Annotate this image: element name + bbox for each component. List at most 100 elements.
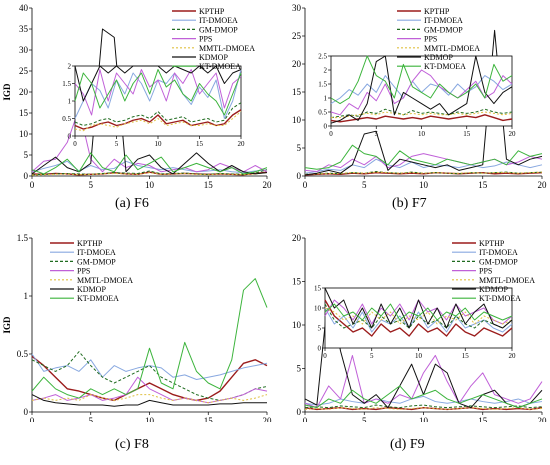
chart-1-inset-x-tick-label: 20 bbox=[238, 140, 246, 148]
chart-3-series-kdmop bbox=[31, 394, 267, 407]
chart-1-y-tick-label: 30 bbox=[19, 45, 29, 55]
chart-4-x-tick-label: 20 bbox=[538, 416, 548, 422]
chart-1-inset-series-kpthp bbox=[74, 109, 242, 130]
chart-4-inset-x-tick-label: 5 bbox=[370, 352, 374, 360]
chart-2-inset-series-kpthp bbox=[330, 114, 513, 123]
chart-2-legend-label: KDMOP bbox=[424, 53, 453, 62]
chart-1-y-tick-label: 40 bbox=[19, 3, 29, 13]
chart-1-series-it-dmoea bbox=[31, 160, 268, 174]
chart-2-y-tick-label: 0 bbox=[297, 171, 302, 181]
chart-1-series-mmtl-dmoea bbox=[31, 172, 268, 176]
chart-1-inset-series-pps bbox=[74, 69, 242, 116]
chart-3-legend-label: PPS bbox=[77, 267, 90, 276]
chart-1-x-tick-label: 10 bbox=[145, 180, 155, 190]
chart-4-y-tick-label: 5 bbox=[297, 364, 302, 374]
caption-f6: (a) F6 bbox=[115, 196, 149, 211]
chart-1-inset-y-tick-label: 1 bbox=[68, 97, 72, 105]
chart-3-x-tick-label: 15 bbox=[204, 416, 214, 422]
chart-2-x-tick-label: 10 bbox=[419, 180, 429, 190]
chart-4-legend-label: IT-DMOEA bbox=[479, 248, 518, 257]
chart-3-legend-label: GM-DMOP bbox=[77, 257, 116, 266]
chart-4-axes: 0 5 10 15 20 0 5 10 15 20 bbox=[292, 233, 547, 422]
chart-4-series-group bbox=[304, 289, 543, 411]
chart-2-inset-x-tick-label: 15 bbox=[463, 130, 471, 138]
chart-2-x-tick-label: 20 bbox=[538, 180, 548, 190]
chart-panel-f8: 0510152000.511.5IGDTimeKPTHPIT-DMOEAGM-D… bbox=[2, 233, 272, 422]
chart-4-series-pps bbox=[304, 354, 543, 409]
chart-1-series-kt-dmoea bbox=[31, 152, 268, 175]
chart-4-legend-label: KT-DMOEA bbox=[479, 294, 521, 303]
chart-4-legend: KPTHPIT-DMOEAGM-DMOPPPSMMTL-DMOEAKDMOPKT… bbox=[452, 239, 535, 303]
chart-4-inset-series-it-dmoea bbox=[324, 307, 513, 333]
chart-2-inset-x-tick-label: 5 bbox=[375, 130, 379, 138]
chart-3-y-tick-label: 1.5 bbox=[17, 233, 29, 243]
chart-1-inset-y-tick-label: 2 bbox=[68, 62, 72, 70]
chart-1-legend-label: MMTL-DMOEA bbox=[199, 44, 255, 53]
chart-4-inset-x-tick-label: 15 bbox=[462, 352, 470, 360]
chart-1-y-tick-label: 35 bbox=[19, 24, 29, 34]
chart-4-y-tick-label: 0 bbox=[297, 407, 302, 417]
chart-4-series-kt-dmoea bbox=[304, 385, 543, 409]
chart-1-x-tick-label: 15 bbox=[204, 180, 214, 190]
chart-2-inset-x-tick-label: 10 bbox=[418, 130, 426, 138]
chart-1-y-tick-label: 15 bbox=[19, 108, 29, 118]
chart-2-inset-y-tick-label: 1 bbox=[324, 94, 328, 102]
chart-3-legend-label: MMTL-DMOEA bbox=[77, 276, 133, 285]
chart-2-series-kpthp bbox=[304, 171, 543, 176]
chart-4-inset-series-group bbox=[324, 287, 513, 337]
chart-3-y-tick-label: 0.5 bbox=[17, 349, 29, 359]
caption-f7: (b) F7 bbox=[392, 196, 427, 211]
chart-3-legend: KPTHPIT-DMOEAGM-DMOPPPSMMTL-DMOEAKDMOPKT… bbox=[50, 239, 133, 303]
chart-1-x-tick-label: 20 bbox=[263, 180, 273, 190]
chart-2-inset-y-tick-label: 2 bbox=[324, 66, 328, 74]
chart-2-inset-series-pps bbox=[330, 69, 513, 116]
chart-3-series-group bbox=[31, 278, 268, 407]
chart-3-legend-label: IT-DMOEA bbox=[77, 248, 116, 257]
chart-panel-f9: 0510152005101520Time05101520051015KPTHPI… bbox=[292, 233, 547, 422]
chart-1-y-tick-label: 25 bbox=[19, 66, 29, 76]
chart-1-legend-label: KT-DMOEA bbox=[199, 62, 241, 71]
chart-1-inset-x-tick-label: 0 bbox=[73, 140, 77, 148]
chart-2-legend-label: IT-DMOEA bbox=[424, 16, 463, 25]
chart-2-legend-label: KPTHP bbox=[424, 7, 450, 16]
chart-1-y-tick-label: 10 bbox=[19, 129, 29, 139]
chart-4-legend-label: MMTL-DMOEA bbox=[479, 276, 535, 285]
chart-2-inset-series-mmtl-dmoea bbox=[331, 111, 513, 119]
chart-3-x-tick-label: 5 bbox=[89, 416, 94, 422]
chart-2-inset-series-kdmop bbox=[330, 55, 513, 124]
chart-3-y-axis-label: IGD bbox=[2, 316, 12, 334]
chart-4-inset-series-kt-dmoea bbox=[324, 303, 513, 321]
chart-4-inset-y-tick-label: 10 bbox=[314, 304, 322, 312]
chart-2-legend: KPTHPIT-DMOEAGM-DMOPPPSMMTL-DMOEAKDMOPKT… bbox=[397, 7, 480, 71]
chart-3-legend-label: KDMOP bbox=[77, 285, 106, 294]
chart-1-inset-series-mmtl-dmoea bbox=[74, 111, 242, 132]
chart-1-y-axis-label: IGD bbox=[2, 83, 12, 101]
chart-4-x-tick-label: 15 bbox=[478, 416, 488, 422]
chart-1-y-tick-label: 0 bbox=[24, 171, 29, 181]
chart-3-series-it-dmoea bbox=[31, 353, 268, 381]
chart-3-x-tick-label: 10 bbox=[145, 416, 155, 422]
chart-4-legend-label: GM-DMOP bbox=[479, 257, 518, 266]
chart-3-legend-label: KPTHP bbox=[77, 239, 103, 248]
chart-3-axes: 0 5 10 15 20 0 0.5 1 1.5 bbox=[17, 233, 272, 422]
chart-1-inset-series-kdmop bbox=[74, 65, 242, 102]
chart-3-x-tick-label: 20 bbox=[263, 416, 273, 422]
chart-2-legend-label: PPS bbox=[424, 35, 437, 44]
chart-2-inset-series-kt-dmoea bbox=[330, 55, 513, 105]
chart-1-legend-label: IT-DMOEA bbox=[199, 16, 238, 25]
chart-4-x-tick-label: 0 bbox=[303, 416, 308, 422]
chart-1-inset-axes: 0 5 10 15 20 0 0.5 1 1.5 2 bbox=[62, 62, 245, 148]
chart-1-legend: KPTHPIT-DMOEAGM-DMOPPPSMMTL-DMOEAKDMOPKT… bbox=[172, 7, 255, 71]
chart-2-inset-x-tick-label: 0 bbox=[329, 130, 333, 138]
chart-3-x-tick-label: 0 bbox=[30, 416, 35, 422]
chart-2-series-group bbox=[304, 29, 543, 176]
chart-1-inset-series-kt-dmoea bbox=[74, 69, 242, 116]
chart-1-inset-y-tick-label: 1.5 bbox=[62, 80, 71, 88]
chart-1-inset-series-gm-dmop bbox=[74, 102, 242, 126]
chart-1-legend-label: PPS bbox=[199, 35, 212, 44]
chart-2-y-tick-label: 25 bbox=[292, 31, 302, 41]
chart-1-series-pps bbox=[31, 108, 268, 173]
chart-2-legend-label: MMTL-DMOEA bbox=[424, 44, 480, 53]
